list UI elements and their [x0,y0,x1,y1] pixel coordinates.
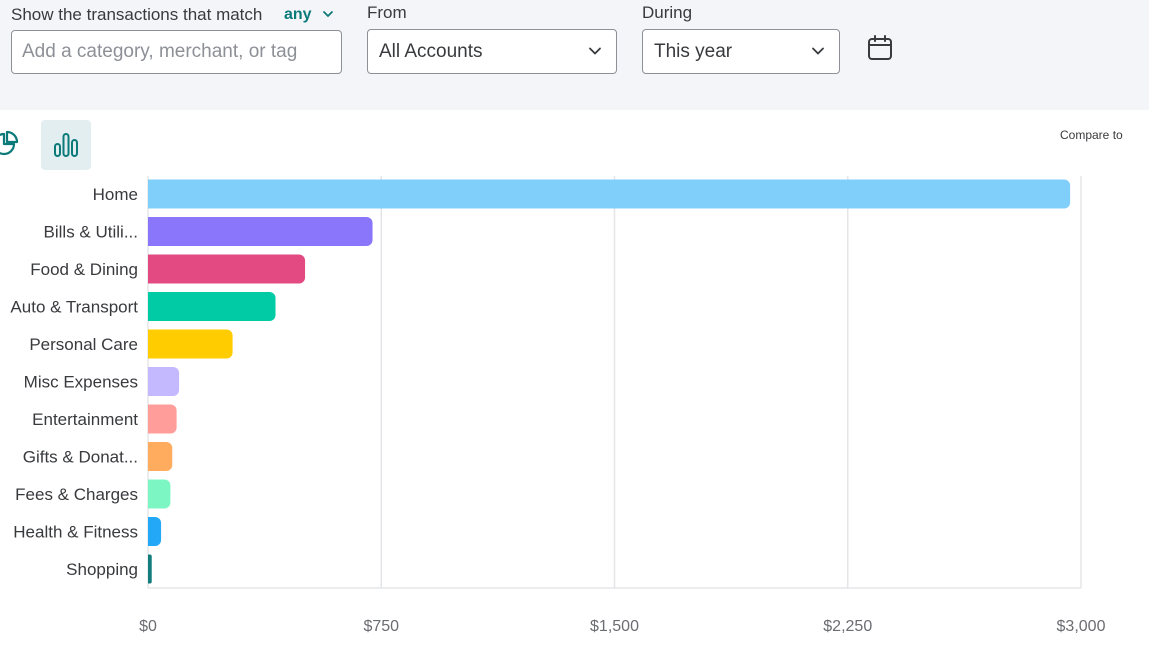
bar-6[interactable] [148,404,177,434]
category-label: Fees & Charges [15,485,138,504]
bar-chart-toggle-button[interactable] [41,120,91,170]
date-range-select-value: This year [654,41,733,62]
category-label: Misc Expenses [24,373,138,392]
category-label: Entertainment [32,410,138,429]
x-tick-label: $0 [139,618,157,635]
x-tick-label: $750 [363,618,399,635]
category-label: Home [93,185,138,204]
bar-0[interactable] [148,179,1071,209]
bar-10[interactable] [148,554,152,584]
spending-bar-chart: Home Bills & Utili... Food & Dining Auto & … [10,176,1106,635]
bar-5[interactable] [148,367,180,396]
category-label: Shopping [66,560,138,579]
category-label: Health & Fitness [13,523,138,542]
chevron-down-icon [589,47,601,55]
filter-bar: Show the transactions that match any Fro… [0,0,1149,110]
bar-4[interactable] [148,329,233,359]
bar-1[interactable] [148,217,373,246]
bar-2[interactable] [148,254,306,284]
x-tick-label: $2,250 [823,618,872,635]
match-label: Show the transactions that match [11,5,263,24]
bar-9[interactable] [148,517,162,546]
category-label: Gifts & Donat... [23,448,138,467]
category-label: Personal Care [29,335,138,354]
chevron-down-icon [812,47,824,55]
x-tick-label: $1,500 [590,618,639,635]
during-label: During [642,3,693,22]
pie-chart-icon[interactable] [0,130,20,158]
bar-3[interactable] [148,292,276,321]
category-label: Auto & Transport [10,298,138,317]
search-input[interactable] [11,30,342,74]
calendar-icon[interactable] [866,34,894,62]
match-mode-dropdown[interactable]: any [284,6,312,23]
compare-to-label: Compare to [1060,128,1123,142]
accounts-select[interactable]: All Accounts [367,29,617,74]
from-label: From [367,3,407,22]
date-range-select[interactable]: This year [642,29,840,74]
bar-chart-icon [54,133,78,157]
accounts-select-value: All Accounts [379,41,483,62]
x-tick-label: $3,000 [1057,618,1106,635]
bar-8[interactable] [148,479,171,509]
category-label: Food & Dining [30,260,138,279]
bar-7[interactable] [148,442,173,471]
chevron-down-icon[interactable] [322,8,334,20]
category-label: Bills & Utili... [44,223,138,242]
